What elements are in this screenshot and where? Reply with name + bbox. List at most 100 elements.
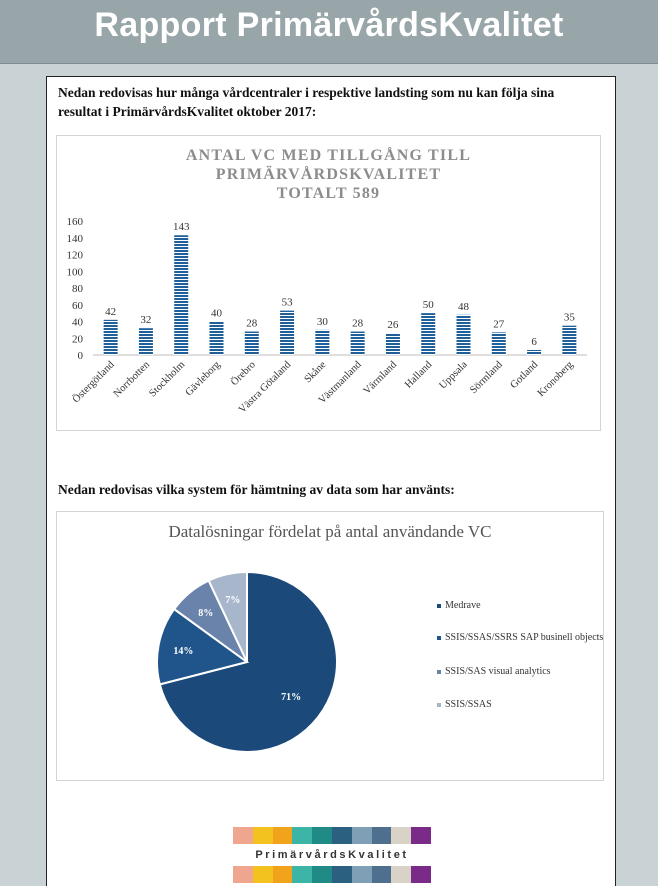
- logo-color-block: [371, 827, 392, 844]
- pie-chart-intro: Nedan redovisas vilka system för hämtnin…: [58, 482, 455, 497]
- pie-slice-label: 7%: [225, 595, 240, 606]
- bar-chart-title-line-3: TOTALT 589: [276, 185, 381, 202]
- logo-color-bar-bottom: [233, 866, 431, 883]
- bar-value-label: 50: [423, 299, 435, 311]
- bar: [491, 332, 506, 355]
- legend-item: SSIS/SSAS: [437, 699, 607, 711]
- legend-swatch: [437, 670, 441, 674]
- y-tick-label: 0: [78, 350, 84, 362]
- logo-color-block: [312, 827, 332, 844]
- bar-value-label: 27: [493, 318, 505, 330]
- legend-item: SSIS/SAS visual analytics: [437, 666, 607, 678]
- logo-color-block: [331, 866, 352, 883]
- bar-chart-title: ANTAL VC MED TILLGÅNG TILL PRIMÄRVÅRDSKV…: [57, 146, 600, 203]
- bar-value-label: 143: [173, 221, 190, 233]
- bar-value-label: 42: [105, 306, 116, 318]
- pie-slice: [156, 607, 250, 686]
- logo-color-bar-top: [233, 827, 431, 844]
- bar-value-label: 26: [387, 319, 399, 331]
- y-tick-label: 140: [67, 233, 84, 245]
- logo-color-block: [391, 866, 412, 883]
- bar: [244, 331, 259, 355]
- y-tick-label: 60: [72, 300, 84, 312]
- bar-value-label: 28: [352, 318, 364, 330]
- logo-color-block: [252, 827, 273, 844]
- logo-color-block: [391, 827, 412, 844]
- bar: [174, 235, 189, 355]
- logo-color-block: [331, 827, 352, 844]
- x-tick-label: Gävleborg: [184, 359, 224, 399]
- logo: PrimärvårdsKvalitet: [233, 827, 431, 883]
- logo-color-block: [411, 827, 431, 844]
- bar: [421, 313, 436, 355]
- bar-value-label: 40: [211, 308, 223, 320]
- bar-chart-intro: Nedan redovisas hur många vårdcentraler …: [58, 85, 555, 119]
- bar-value-label: 6: [531, 336, 537, 348]
- bar-chart-panel: ANTAL VC MED TILLGÅNG TILL PRIMÄRVÅRDSKV…: [56, 135, 601, 431]
- pie-chart-panel: Datalösningar fördelat på antal användan…: [56, 511, 604, 781]
- legend-label: Medrave: [445, 600, 481, 611]
- x-tick-label: Gotland: [508, 359, 540, 391]
- bar-chart-title-line-1: ANTAL VC MED TILLGÅNG TILL: [185, 147, 472, 164]
- logo-color-block: [272, 866, 293, 883]
- x-tick-label: Halland: [403, 359, 435, 391]
- bar: [280, 310, 295, 355]
- legend-item: Medrave: [437, 600, 607, 612]
- bar-value-label: 53: [282, 297, 294, 309]
- bar: [315, 329, 330, 355]
- logo-color-block: [312, 866, 332, 883]
- legend-swatch: [437, 703, 441, 707]
- logo-color-block: [272, 827, 293, 844]
- bar-chart: 0 20 40 60 80 100 120 140 160 42 Östergötland 32 Nor…: [67, 216, 587, 416]
- logo-color-block: [233, 866, 253, 883]
- logo-color-block: [351, 866, 372, 883]
- logo-color-block: [411, 866, 431, 883]
- logo-color-block: [252, 866, 273, 883]
- bar: [385, 333, 400, 355]
- legend-swatch: [437, 636, 441, 640]
- y-tick-label: 120: [67, 250, 84, 262]
- legend-swatch: [437, 604, 441, 608]
- pie-chart: 71% 14% 8% 7%: [156, 570, 338, 753]
- logo-color-block: [371, 866, 392, 883]
- x-tick-label: Stockholm: [147, 359, 187, 399]
- bar-value-label: 48: [458, 301, 470, 313]
- bar: [350, 331, 365, 355]
- legend-label: SSIS/SSAS/SSRS SAP businell objects: [445, 632, 604, 643]
- pie-slice-label: 14%: [173, 646, 193, 657]
- bar-value-label: 35: [564, 312, 576, 324]
- bar: [527, 349, 542, 355]
- logo-color-block: [292, 827, 313, 844]
- logo-color-block: [233, 827, 253, 844]
- y-tick-label: 100: [67, 266, 84, 278]
- legend-label: SSIS/SSAS: [445, 699, 492, 710]
- legend-label: SSIS/SAS visual analytics: [445, 666, 551, 677]
- x-tick-label: Örebro: [228, 359, 258, 389]
- report-page: Nedan redovisas hur många vårdcentraler …: [46, 76, 616, 886]
- pie-slice-label: 71%: [281, 692, 301, 703]
- x-tick-label: Skåne: [303, 359, 329, 385]
- x-tick-label: Sörmland: [468, 359, 505, 396]
- bar-value-label: 30: [317, 316, 329, 328]
- x-tick-label: Norrbotten: [112, 359, 153, 400]
- bar: [562, 325, 577, 355]
- pie-chart-title: Datalösningar fördelat på antal användan…: [168, 522, 492, 541]
- report-title: Rapport PrimärvårdsKvalitet: [94, 6, 564, 44]
- bar-chart-title-line-2: PRIMÄRVÅRDSKVALITET: [215, 166, 442, 183]
- y-tick-label: 20: [72, 333, 84, 345]
- y-tick-label: 160: [67, 216, 84, 228]
- y-tick-label: 40: [72, 317, 84, 329]
- x-tick-label: Östergötland: [70, 358, 117, 405]
- x-tick-label: Uppsala: [438, 359, 470, 391]
- logo-color-block: [292, 866, 313, 883]
- y-tick-label: 80: [72, 283, 84, 295]
- logo-color-block: [351, 827, 372, 844]
- pie-slice: [207, 570, 248, 663]
- x-tick-label: Kronoberg: [536, 359, 576, 399]
- logo-text: PrimärvårdsKvalitet: [255, 849, 409, 861]
- bar: [456, 314, 471, 355]
- bar: [103, 319, 118, 355]
- bar: [209, 321, 224, 355]
- legend-item: SSIS/SSAS/SSRS SAP businell objects: [437, 632, 607, 644]
- report-header: Rapport PrimärvårdsKvalitet: [0, 0, 658, 64]
